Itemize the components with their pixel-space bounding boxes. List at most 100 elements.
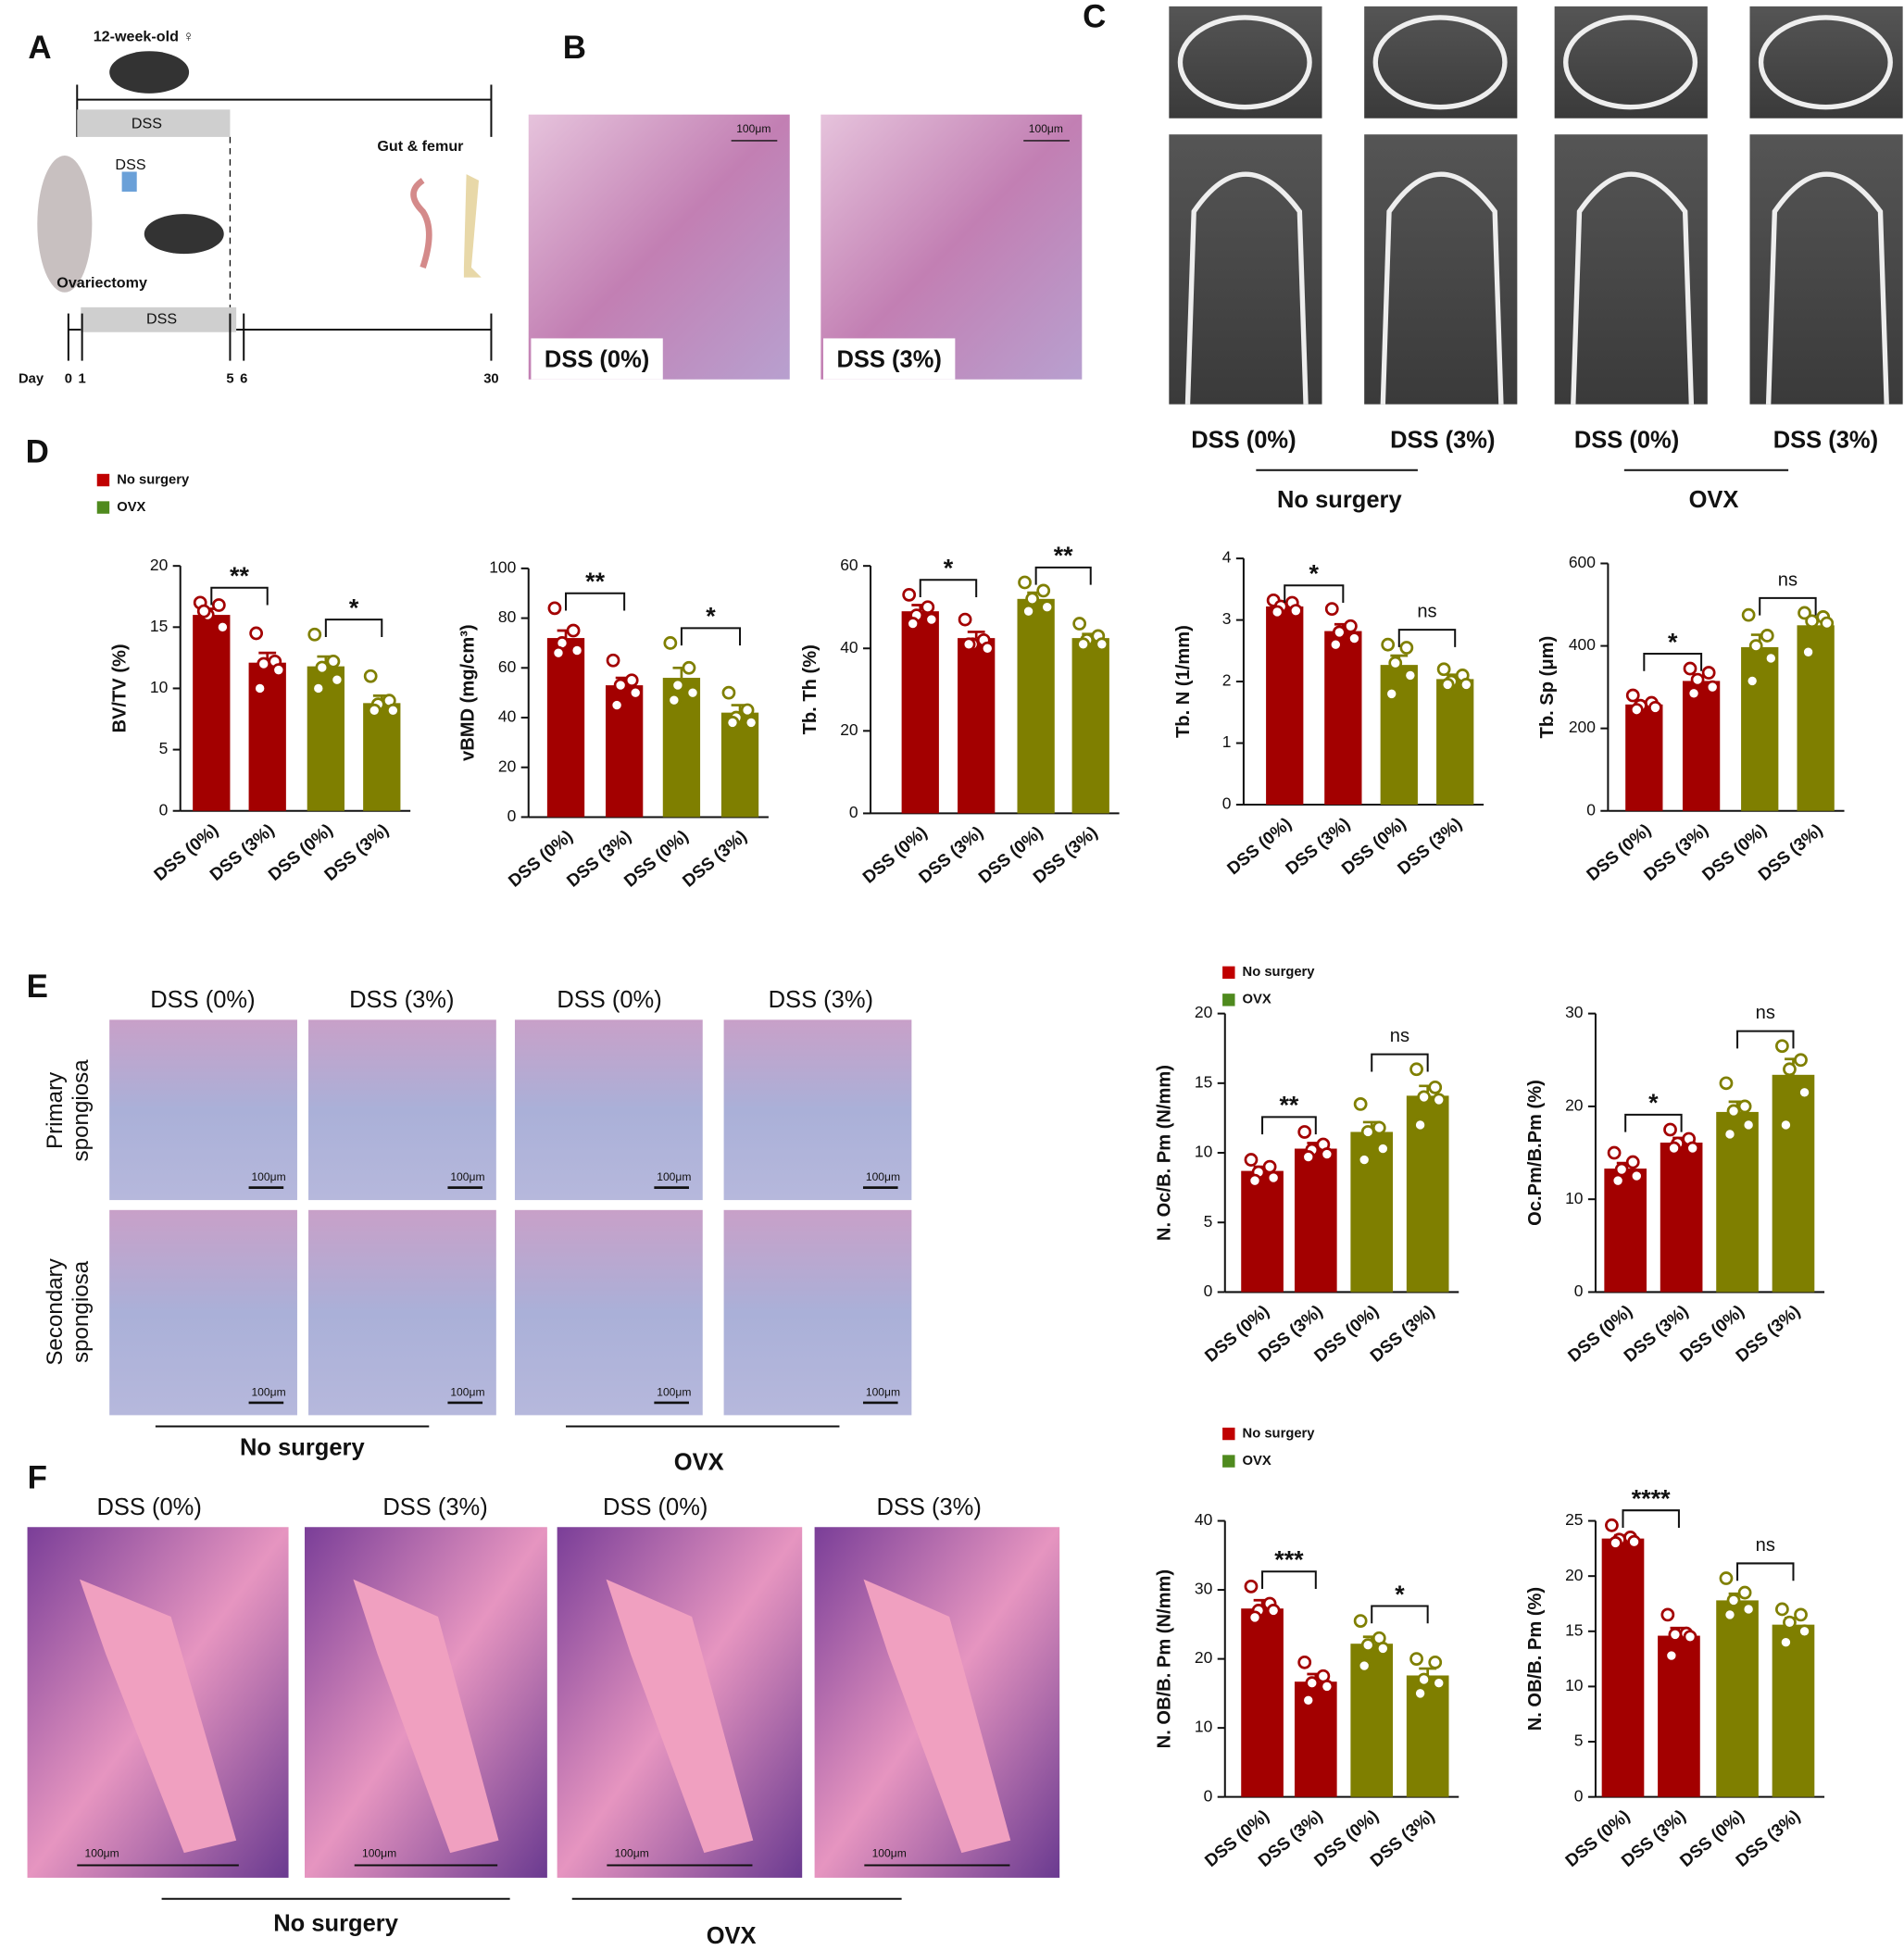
panel-label: F — [28, 1459, 47, 1495]
day-label: 0 — [65, 372, 72, 387]
y-tick-label: 10 — [150, 678, 169, 696]
data-point — [1262, 1159, 1277, 1174]
bar — [720, 712, 759, 818]
significance-label: * — [349, 594, 359, 621]
data-point — [725, 716, 740, 730]
legend-swatch — [1222, 994, 1235, 1006]
bar — [1772, 1624, 1815, 1797]
significance-label: ** — [1054, 542, 1073, 569]
y-tick-label: 0 — [1204, 1281, 1213, 1300]
data-point — [624, 673, 639, 688]
significance-bracket — [1736, 1562, 1795, 1581]
data-point — [1360, 1125, 1375, 1139]
group-label: OVX — [674, 1449, 724, 1475]
legend-label: No surgery — [1243, 965, 1316, 980]
bar — [1716, 1600, 1759, 1797]
y-tick-label: 5 — [159, 739, 169, 757]
data-point — [1432, 1676, 1447, 1691]
dss-box — [77, 109, 231, 137]
image — [109, 1209, 297, 1416]
data-point — [1036, 583, 1051, 598]
data-point — [1021, 604, 1035, 619]
data-point — [1660, 1607, 1675, 1622]
legend-swatch — [1222, 1455, 1235, 1468]
y-tick-label: 0 — [507, 806, 517, 825]
y-tick-label: 600 — [1569, 553, 1596, 571]
significance-bracket — [565, 592, 626, 611]
data-point — [1324, 602, 1339, 617]
data-point — [1247, 1610, 1262, 1625]
data-point — [1384, 686, 1399, 701]
y-axis-label: N. OB/B. Pm (%) — [1525, 1587, 1546, 1731]
data-point — [1347, 631, 1361, 645]
y-tick-label: 20 — [1195, 1648, 1213, 1667]
data-point — [1798, 606, 1811, 620]
y-tick-label: 30 — [1195, 1580, 1213, 1598]
x-tick-label: DSS (0%) — [505, 826, 577, 891]
data-point — [924, 612, 939, 627]
data-point — [1360, 1638, 1375, 1653]
y-axis-label: BV/TV (%) — [110, 644, 131, 732]
data-point — [1040, 600, 1055, 615]
significance-bracket — [1643, 652, 1703, 671]
scale-bar-label: 100μm — [362, 1847, 396, 1860]
data-point — [1440, 678, 1455, 692]
data-point — [1668, 1627, 1683, 1642]
data-point — [667, 693, 682, 707]
data-point — [1610, 1173, 1625, 1188]
y-tick-label: 0 — [1222, 794, 1232, 813]
bar — [1741, 646, 1779, 811]
data-point — [1266, 1170, 1281, 1185]
image — [723, 1019, 912, 1201]
significance-bracket — [1759, 596, 1817, 616]
y-tick-label: 10 — [1195, 1143, 1213, 1161]
y-tick-label: 0 — [1574, 1786, 1584, 1805]
bar — [1241, 1608, 1284, 1797]
data-point — [1798, 1085, 1811, 1100]
data-point — [1297, 1655, 1312, 1669]
data-point — [1775, 1039, 1789, 1054]
y-tick-label: 40 — [840, 638, 858, 656]
data-point — [257, 656, 271, 671]
scale-bar-label: 100μm — [85, 1847, 119, 1860]
data-point — [1779, 1635, 1793, 1650]
data-point — [1399, 641, 1414, 655]
data-point — [1301, 1150, 1316, 1164]
caption-box — [531, 338, 663, 380]
y-tick-label: 5 — [1574, 1731, 1584, 1750]
y-axis-label: vBMD (mg/cm³) — [458, 624, 479, 761]
data-point — [1625, 1155, 1640, 1169]
legend-swatch — [96, 501, 110, 514]
y-axis-label: N. Oc/B. Pm (N/mm) — [1155, 1065, 1175, 1241]
data-point — [1741, 1602, 1756, 1617]
legend-label: No surgery — [117, 472, 190, 487]
data-point — [1775, 1602, 1789, 1617]
data-point — [1388, 656, 1403, 670]
y-tick-label: 25 — [1565, 1510, 1583, 1529]
significance-bracket — [680, 627, 742, 646]
y-tick-label: 15 — [150, 617, 168, 635]
data-point — [1648, 700, 1662, 715]
bone-outline — [1563, 15, 1698, 110]
image-caption: DSS (0%) — [545, 346, 649, 372]
y-tick-label: 80 — [498, 607, 517, 626]
scale-bar-label: 100μm — [450, 1170, 484, 1183]
data-point — [628, 685, 643, 700]
data-point — [1375, 1642, 1390, 1656]
image — [723, 1209, 912, 1416]
image — [1364, 6, 1518, 119]
data-point — [902, 587, 917, 602]
data-point — [1413, 1686, 1427, 1701]
image — [820, 114, 1083, 380]
data-point — [1409, 1062, 1423, 1077]
significance-bracket — [1034, 566, 1092, 585]
data-point — [1403, 669, 1418, 682]
day-label: Day — [19, 372, 44, 387]
y-axis-label: Tb. Th (%) — [800, 644, 820, 734]
data-point — [1663, 1122, 1677, 1137]
data-point — [1297, 1125, 1312, 1139]
y-tick-label: 20 — [1195, 1003, 1213, 1021]
data-point — [1801, 644, 1815, 659]
data-point — [1353, 1097, 1368, 1111]
data-point — [385, 703, 400, 718]
